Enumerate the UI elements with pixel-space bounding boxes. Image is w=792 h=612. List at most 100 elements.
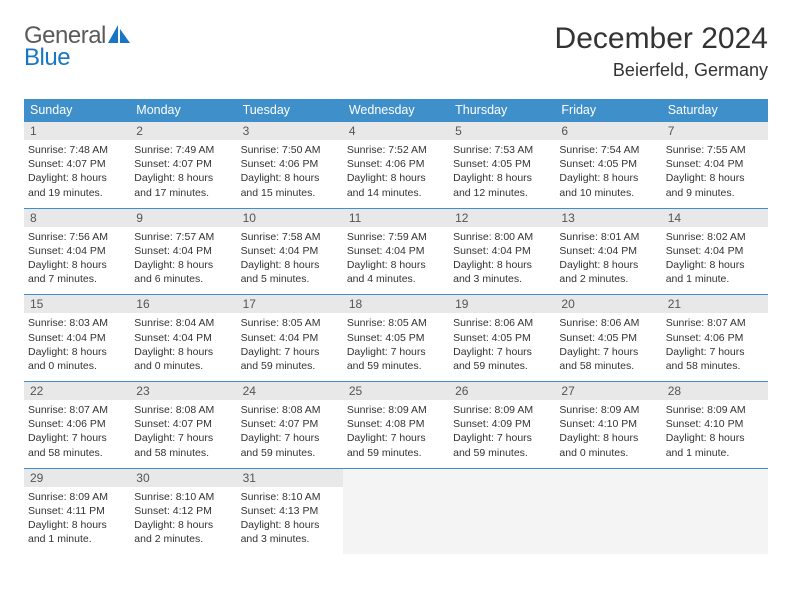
sunset-text: Sunset: 4:04 PM — [453, 244, 551, 258]
sunrise-text: Sunrise: 8:00 AM — [453, 230, 551, 244]
day-number-cell: 10 — [237, 209, 343, 227]
day-number-cell: 8 — [24, 209, 130, 227]
daylight-text: Daylight: 8 hours and 7 minutes. — [28, 258, 126, 286]
daylight-text: Daylight: 7 hours and 59 minutes. — [453, 431, 551, 459]
day-number-cell: 3 — [237, 122, 343, 140]
weekday-header-cell: Wednesday — [343, 99, 449, 121]
sunset-text: Sunset: 4:07 PM — [28, 157, 126, 171]
sunset-text: Sunset: 4:10 PM — [559, 417, 657, 431]
daylight-text: Daylight: 8 hours and 10 minutes. — [559, 171, 657, 199]
logo-sail-icon — [108, 25, 130, 43]
daylight-text: Daylight: 8 hours and 0 minutes. — [559, 431, 657, 459]
day-number-cell: 19 — [449, 295, 555, 313]
day-data-cell: Sunrise: 7:54 AMSunset: 4:05 PMDaylight:… — [555, 140, 661, 208]
sunrise-text: Sunrise: 8:06 AM — [559, 316, 657, 330]
sunset-text: Sunset: 4:04 PM — [666, 244, 764, 258]
sunrise-text: Sunrise: 7:55 AM — [666, 143, 764, 157]
weekday-header-cell: Sunday — [24, 99, 130, 121]
daylight-text: Daylight: 8 hours and 4 minutes. — [347, 258, 445, 286]
day-number-cell: 28 — [662, 382, 768, 400]
sunrise-text: Sunrise: 7:54 AM — [559, 143, 657, 157]
sunrise-text: Sunrise: 8:09 AM — [666, 403, 764, 417]
sunrise-text: Sunrise: 8:05 AM — [241, 316, 339, 330]
sunset-text: Sunset: 4:05 PM — [453, 157, 551, 171]
daylight-text: Daylight: 8 hours and 9 minutes. — [666, 171, 764, 199]
sunset-text: Sunset: 4:05 PM — [559, 157, 657, 171]
day-data-cell: Sunrise: 8:09 AMSunset: 4:09 PMDaylight:… — [449, 400, 555, 468]
sunset-text: Sunset: 4:04 PM — [28, 331, 126, 345]
day-data-cell: Sunrise: 7:55 AMSunset: 4:04 PMDaylight:… — [662, 140, 768, 208]
day-data-cell: Sunrise: 8:05 AMSunset: 4:04 PMDaylight:… — [237, 313, 343, 381]
day-data-cell: Sunrise: 7:56 AMSunset: 4:04 PMDaylight:… — [24, 227, 130, 295]
weekday-header-cell: Friday — [555, 99, 661, 121]
sunset-text: Sunset: 4:04 PM — [241, 244, 339, 258]
day-number-cell: 7 — [662, 122, 768, 140]
sunrise-text: Sunrise: 7:53 AM — [453, 143, 551, 157]
day-number-cell: 15 — [24, 295, 130, 313]
daylight-text: Daylight: 7 hours and 59 minutes. — [347, 345, 445, 373]
sunset-text: Sunset: 4:07 PM — [134, 417, 232, 431]
daylight-text: Daylight: 8 hours and 14 minutes. — [347, 171, 445, 199]
day-number-cell: 29 — [24, 469, 130, 487]
sunset-text: Sunset: 4:04 PM — [134, 244, 232, 258]
sunrise-text: Sunrise: 8:08 AM — [241, 403, 339, 417]
day-data-cell: Sunrise: 8:02 AMSunset: 4:04 PMDaylight:… — [662, 227, 768, 295]
logo: General Blue — [24, 22, 130, 72]
sunrise-text: Sunrise: 8:10 AM — [134, 490, 232, 504]
weekday-header-cell: Saturday — [662, 99, 768, 121]
day-number-cell: 31 — [237, 469, 343, 487]
sunrise-text: Sunrise: 8:09 AM — [559, 403, 657, 417]
sunrise-text: Sunrise: 8:08 AM — [134, 403, 232, 417]
day-data-cell: Sunrise: 8:08 AMSunset: 4:07 PMDaylight:… — [237, 400, 343, 468]
calendar: SundayMondayTuesdayWednesdayThursdayFrid… — [24, 99, 768, 554]
daylight-text: Daylight: 8 hours and 2 minutes. — [559, 258, 657, 286]
sunset-text: Sunset: 4:06 PM — [666, 331, 764, 345]
day-data-cell: Sunrise: 8:10 AMSunset: 4:13 PMDaylight:… — [237, 487, 343, 555]
day-number-row: 891011121314 — [24, 208, 768, 227]
sunrise-text: Sunrise: 7:49 AM — [134, 143, 232, 157]
sunrise-text: Sunrise: 8:09 AM — [453, 403, 551, 417]
weeks-container: 1234567Sunrise: 7:48 AMSunset: 4:07 PMDa… — [24, 121, 768, 554]
daylight-text: Daylight: 8 hours and 6 minutes. — [134, 258, 232, 286]
day-data-cell: Sunrise: 8:06 AMSunset: 4:05 PMDaylight:… — [555, 313, 661, 381]
week-block: 1234567Sunrise: 7:48 AMSunset: 4:07 PMDa… — [24, 121, 768, 208]
sunrise-text: Sunrise: 7:58 AM — [241, 230, 339, 244]
day-number-cell: 17 — [237, 295, 343, 313]
sunrise-text: Sunrise: 8:09 AM — [347, 403, 445, 417]
day-number-row: 22232425262728 — [24, 381, 768, 400]
daylight-text: Daylight: 7 hours and 58 minutes. — [559, 345, 657, 373]
daylight-text: Daylight: 7 hours and 59 minutes. — [347, 431, 445, 459]
day-data-row: Sunrise: 8:07 AMSunset: 4:06 PMDaylight:… — [24, 400, 768, 468]
sunrise-text: Sunrise: 8:03 AM — [28, 316, 126, 330]
day-number-row: 293031 — [24, 468, 768, 487]
day-number-cell: 6 — [555, 122, 661, 140]
sunset-text: Sunset: 4:11 PM — [28, 504, 126, 518]
sunset-text: Sunset: 4:06 PM — [28, 417, 126, 431]
sunrise-text: Sunrise: 8:02 AM — [666, 230, 764, 244]
sunrise-text: Sunrise: 7:56 AM — [28, 230, 126, 244]
day-number-cell: 16 — [130, 295, 236, 313]
day-data-cell: Sunrise: 7:48 AMSunset: 4:07 PMDaylight:… — [24, 140, 130, 208]
sunset-text: Sunset: 4:04 PM — [559, 244, 657, 258]
day-number-cell — [343, 469, 449, 487]
sunrise-text: Sunrise: 8:04 AM — [134, 316, 232, 330]
week-block: 15161718192021Sunrise: 8:03 AMSunset: 4:… — [24, 294, 768, 381]
sunset-text: Sunset: 4:04 PM — [28, 244, 126, 258]
day-data-cell: Sunrise: 7:50 AMSunset: 4:06 PMDaylight:… — [237, 140, 343, 208]
day-data-cell: Sunrise: 8:09 AMSunset: 4:10 PMDaylight:… — [662, 400, 768, 468]
day-number-cell — [555, 469, 661, 487]
daylight-text: Daylight: 8 hours and 3 minutes. — [241, 518, 339, 546]
sunset-text: Sunset: 4:07 PM — [241, 417, 339, 431]
sunrise-text: Sunrise: 7:50 AM — [241, 143, 339, 157]
daylight-text: Daylight: 7 hours and 58 minutes. — [28, 431, 126, 459]
sunrise-text: Sunrise: 8:06 AM — [453, 316, 551, 330]
day-number-cell: 9 — [130, 209, 236, 227]
day-data-cell — [343, 487, 449, 555]
title-block: December 2024 Beierfeld, Germany — [555, 22, 768, 81]
day-data-row: Sunrise: 7:56 AMSunset: 4:04 PMDaylight:… — [24, 227, 768, 295]
day-number-cell: 20 — [555, 295, 661, 313]
day-data-cell: Sunrise: 8:07 AMSunset: 4:06 PMDaylight:… — [24, 400, 130, 468]
sunrise-text: Sunrise: 8:01 AM — [559, 230, 657, 244]
day-data-row: Sunrise: 8:09 AMSunset: 4:11 PMDaylight:… — [24, 487, 768, 555]
daylight-text: Daylight: 8 hours and 19 minutes. — [28, 171, 126, 199]
